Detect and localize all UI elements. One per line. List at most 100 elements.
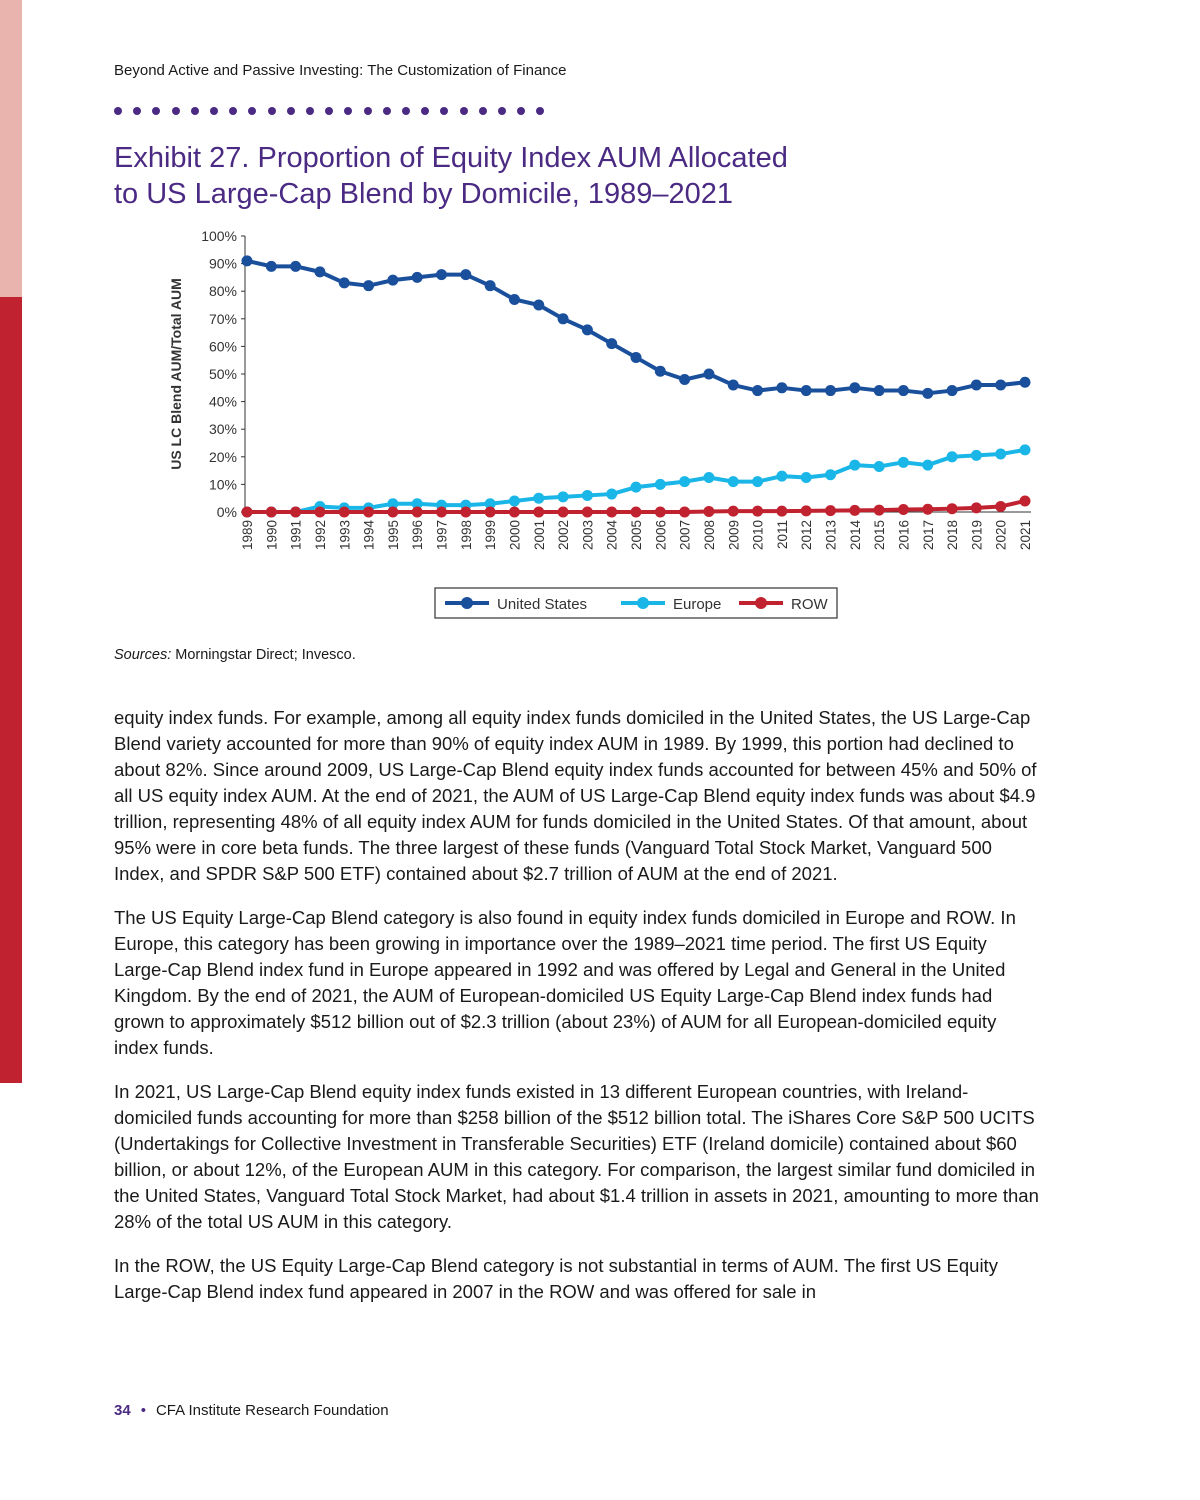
y-tick-label: 60% — [209, 338, 237, 354]
data-point-europe — [776, 470, 788, 482]
data-point-row — [484, 506, 496, 518]
y-axis-title: US LC Blend AUM/Total AUM — [168, 278, 184, 470]
decorative-dot — [382, 107, 391, 115]
footer-publisher: CFA Institute Research Foundation — [155, 1402, 389, 1419]
decorative-dot — [498, 107, 506, 115]
x-tick-label: 2006 — [653, 520, 668, 550]
x-tick-label: 2004 — [605, 520, 620, 551]
data-point-europe — [484, 498, 496, 510]
x-tick-label: 1992 — [313, 520, 328, 550]
data-point-europe — [873, 460, 885, 472]
data-point-united-states — [970, 379, 982, 391]
x-tick-label: 1997 — [435, 520, 450, 550]
data-point-europe — [727, 476, 739, 488]
data-point-row — [873, 504, 885, 516]
y-tick-label: 90% — [209, 256, 237, 272]
data-point-united-states — [727, 379, 739, 391]
x-tick-label: 2008 — [702, 520, 717, 550]
data-point-united-states — [946, 385, 958, 397]
decorative-band-red — [0, 297, 22, 1083]
x-tick-label: 2009 — [726, 520, 741, 550]
decorative-dot — [440, 107, 449, 115]
data-point-row — [338, 506, 350, 518]
series-line-europe — [247, 447, 1026, 514]
x-tick-label: 1999 — [483, 520, 498, 550]
data-point-united-states — [557, 313, 569, 325]
data-point-europe — [508, 495, 520, 507]
x-tick-label: 2003 — [580, 520, 595, 550]
y-tick-label: 50% — [209, 366, 237, 382]
data-point-row — [508, 506, 520, 518]
data-point-row — [533, 506, 545, 518]
data-point-europe — [849, 459, 861, 471]
decorative-dot — [421, 107, 430, 115]
data-point-row — [387, 506, 399, 518]
decorative-band-pink — [0, 0, 22, 297]
data-point-row — [606, 506, 618, 518]
data-point-united-states — [290, 260, 302, 272]
decorative-dot — [286, 107, 295, 115]
page-number: 34 — [114, 1402, 131, 1419]
x-tick-label: 1995 — [386, 520, 401, 550]
y-tick-label: 0% — [217, 504, 237, 520]
data-point-europe — [800, 472, 812, 483]
x-tick-label: 1990 — [264, 520, 279, 550]
decorative-dot — [267, 107, 276, 115]
decorative-dot — [517, 107, 526, 115]
x-tick-label: 2011 — [775, 520, 790, 549]
data-point-europe — [679, 476, 691, 488]
data-point-united-states — [265, 260, 277, 272]
x-tick-label: 2012 — [799, 520, 814, 550]
data-point-row — [654, 506, 666, 518]
x-tick-label: 2007 — [678, 520, 693, 550]
data-point-europe — [825, 469, 836, 481]
data-point-europe — [1019, 444, 1031, 456]
decorative-dot — [229, 107, 238, 115]
data-point-row — [922, 503, 934, 515]
decorative-dot — [152, 107, 161, 115]
data-point-united-states — [922, 387, 934, 399]
data-point-europe — [995, 448, 1007, 460]
decorative-dot — [248, 107, 257, 115]
data-point-united-states — [436, 269, 447, 281]
x-tick-label: 2001 — [532, 520, 547, 550]
data-point-row — [727, 505, 739, 517]
data-point-row — [460, 506, 472, 518]
x-tick-label: 2020 — [994, 520, 1009, 550]
data-point-united-states — [508, 293, 520, 305]
data-point-row — [825, 505, 836, 517]
paragraph: In the ROW, the US Equity Large-Cap Blen… — [114, 1255, 998, 1302]
decorative-dot — [210, 107, 218, 115]
y-tick-label: 10% — [209, 476, 237, 492]
data-point-row — [946, 503, 958, 515]
x-tick-label: 2017 — [921, 520, 936, 550]
data-point-united-states — [411, 271, 423, 283]
data-point-row — [776, 505, 788, 517]
sources-label: Sources: — [114, 647, 172, 663]
data-point-row — [436, 506, 447, 518]
x-tick-label: 2002 — [556, 520, 571, 550]
data-point-europe — [654, 478, 666, 490]
data-point-row — [970, 502, 982, 514]
page-footer: 34 • CFA Institute Research Foundation — [114, 1402, 389, 1419]
decorative-dot-row — [114, 107, 554, 119]
x-tick-label: 2000 — [507, 520, 522, 550]
y-tick-label: 70% — [209, 311, 237, 327]
exhibit-title-line-1: Exhibit 27. Proportion of Equity Index A… — [114, 142, 788, 174]
data-point-row — [849, 504, 861, 516]
decorative-dot — [190, 107, 199, 115]
x-tick-label: 1991 — [289, 520, 304, 550]
data-point-united-states — [533, 299, 545, 311]
data-point-united-states — [654, 365, 666, 377]
data-point-united-states — [314, 266, 326, 278]
x-tick-label: 2005 — [629, 520, 644, 550]
data-point-united-states — [679, 374, 691, 386]
decorative-dot — [478, 107, 487, 115]
data-point-row — [800, 505, 812, 517]
x-tick-label: 2015 — [872, 520, 887, 550]
data-point-europe — [970, 449, 982, 461]
legend-label-europe: Europe — [673, 596, 721, 613]
y-tick-label: 40% — [209, 394, 237, 410]
data-point-europe — [411, 498, 423, 510]
data-point-united-states — [1019, 376, 1031, 388]
